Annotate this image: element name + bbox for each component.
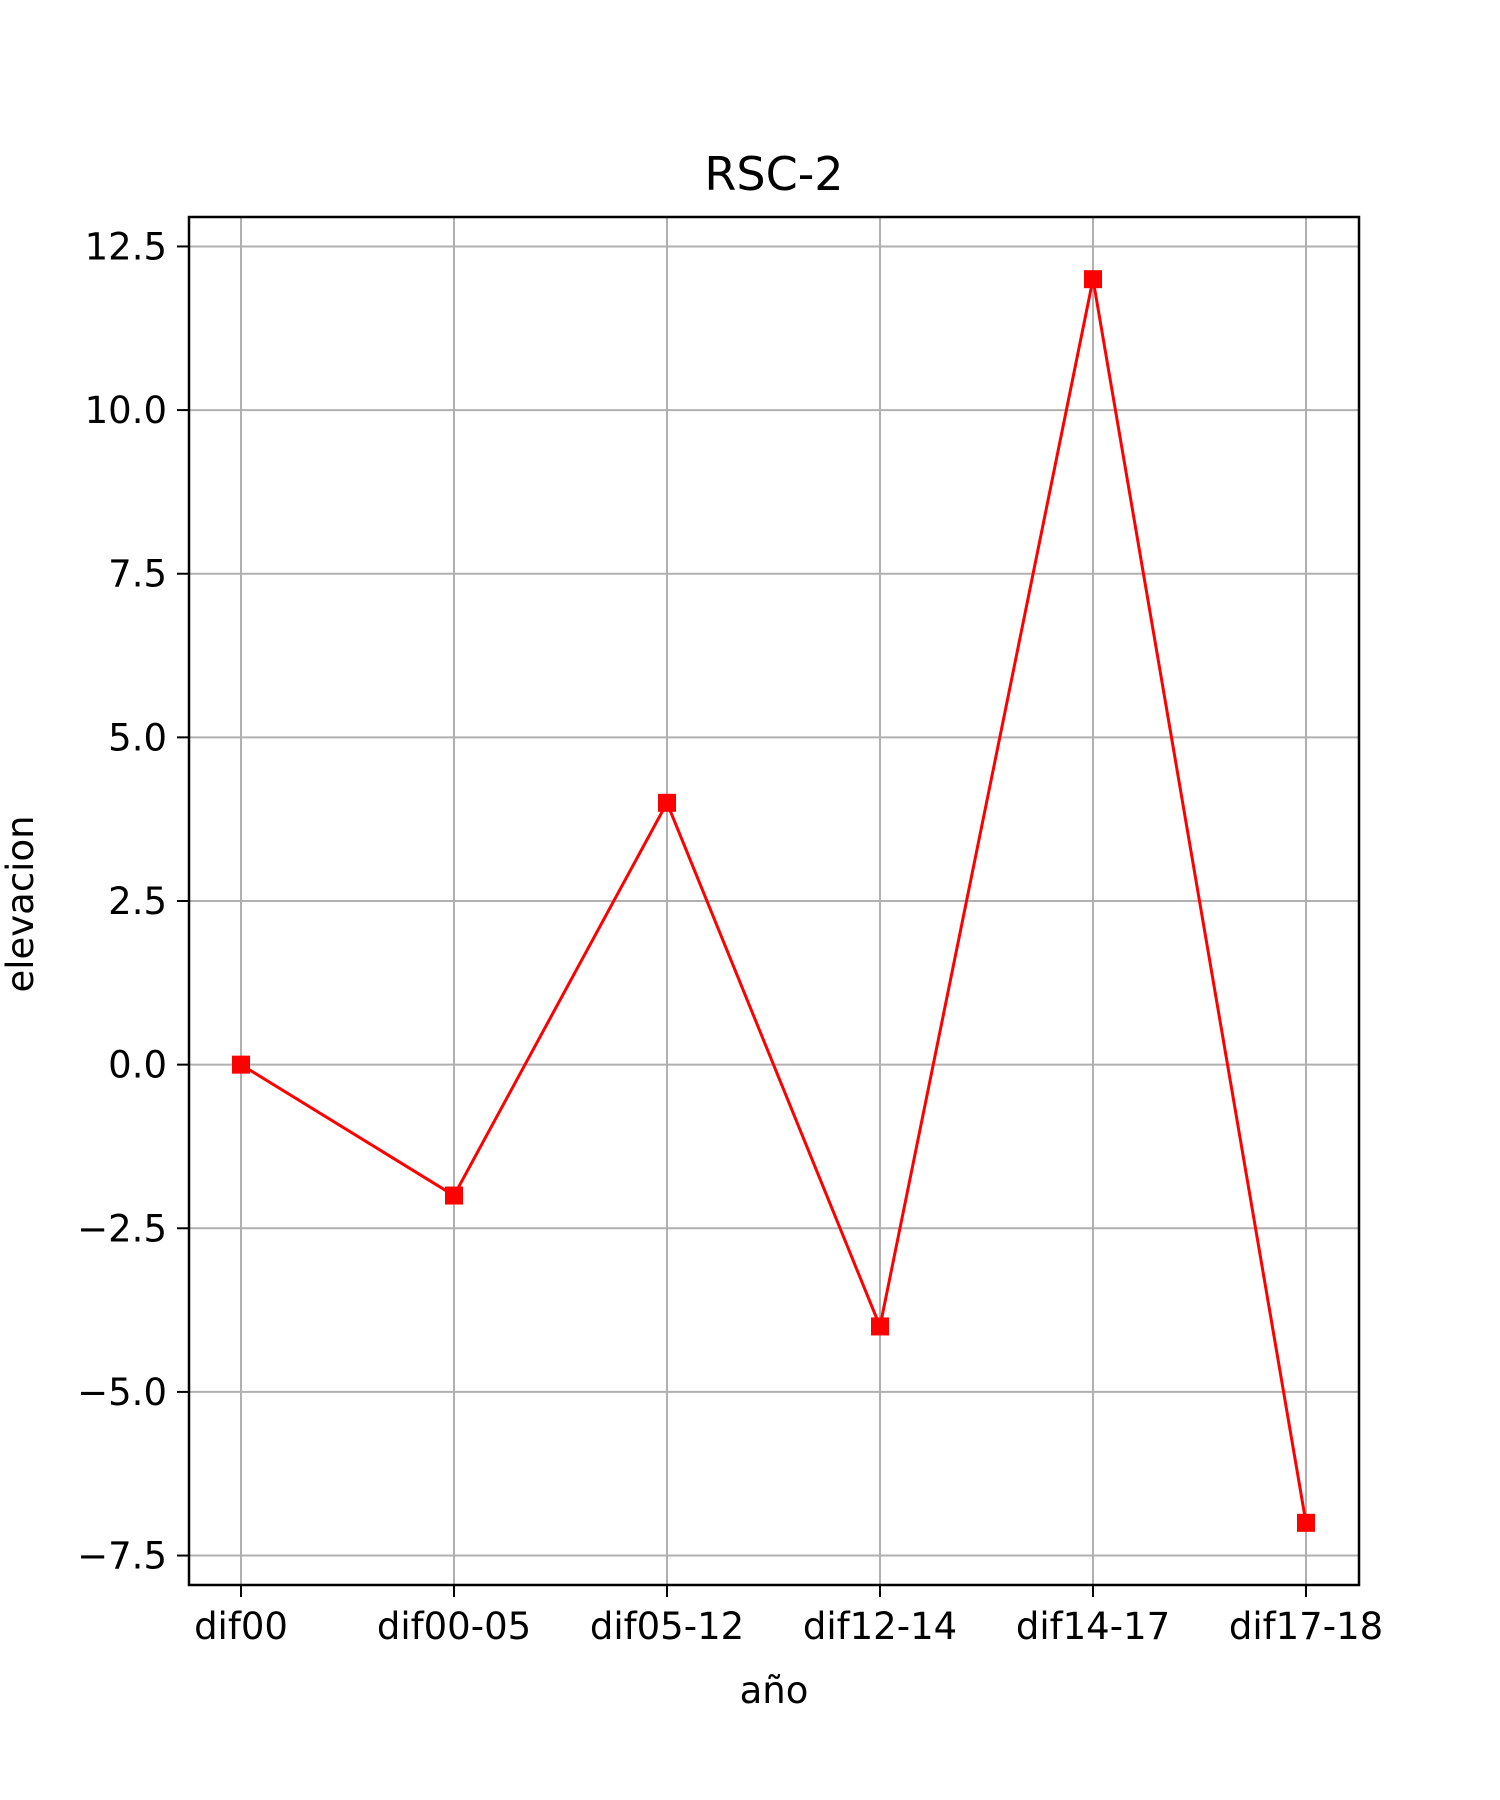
data-point [445,1186,463,1205]
data-point [1297,1513,1315,1532]
y-tick-label: −5.0 [77,1371,167,1414]
data-point [232,1055,250,1074]
ticks: dif00 dif00-05 dif05-12 dif12-14 dif14-17 dif… [77,225,1383,1648]
chart-title: RSC-2 [704,147,843,201]
data-point [1084,270,1102,289]
x-tick-label: dif05-12 [590,1605,744,1648]
x-tick-label: dif14-17 [1016,1605,1170,1648]
y-tick-label: −2.5 [77,1207,167,1250]
x-tick-label: dif12-14 [803,1605,957,1648]
data-point [658,793,676,812]
x-tick-label: dif17-18 [1229,1605,1383,1648]
y-tick-label: 2.5 [108,880,167,923]
series-layer [232,270,1315,1532]
y-tick-label: 7.5 [108,553,167,596]
y-axis-label: elevacion [0,815,42,992]
y-tick-label: −7.5 [77,1535,167,1578]
y-tick-label: 12.5 [85,225,167,268]
y-tick-label: 5.0 [108,716,167,759]
series-line [240,277,1308,1524]
x-tick-label: dif00-05 [377,1605,531,1648]
data-point [871,1317,889,1336]
y-tick-label: 0.0 [108,1044,167,1087]
x-axis-label: año [740,1669,809,1712]
y-tick-label: 10.0 [85,389,167,432]
x-tick-label: dif00 [194,1605,288,1648]
